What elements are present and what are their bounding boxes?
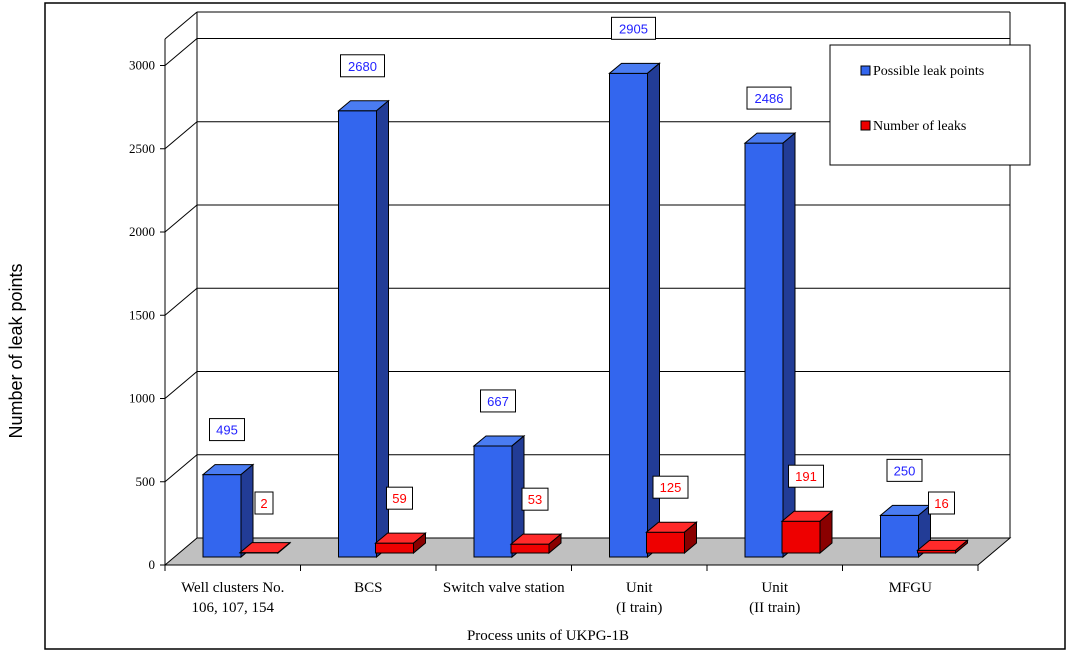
data-label-number-of-leaks-unit-i-train: 125 [660,480,682,495]
number-of-leaks-bar-unit-i-train [647,532,685,553]
y-tick-label-2500: 2500 [129,141,155,156]
legend-swatch-possible-leak-points [861,66,870,75]
x-tick-label-mfgu: MFGU [889,580,933,596]
data-label-possible-leak-points-mfgu: 250 [894,463,916,478]
x-tick-label-unit-ii-train: Unit [761,580,789,596]
possible-leak-points-bar-unit-ii-train-side [783,133,795,557]
y-tick-label-0: 0 [149,557,156,572]
number-of-leaks-bar-bcs [376,543,414,553]
x-tick-label-unit-i-train: Unit [626,580,654,596]
x-tick-label-unit-i-train-line2: (I train) [616,600,662,616]
x-tick-label-well-clusters-no-106-107-154-line2: 106, 107, 154 [192,600,275,616]
data-label-possible-leak-points-switch-valve-station: 667 [487,394,509,409]
x-tick-label-unit-ii-train-line2: (II train) [749,600,800,616]
data-label-number-of-leaks-unit-ii-train: 191 [795,469,817,484]
possible-leak-points-bar-switch-valve-station [474,446,512,557]
legend-label-possible-leak-points: Possible leak points [873,64,984,79]
legend: Possible leak points Number of leaks [830,45,1030,165]
y-tick-label-3000: 3000 [129,58,155,73]
data-label-possible-leak-points-unit-i-train: 2905 [619,21,648,36]
possible-leak-points-bar-bcs [339,111,377,557]
data-label-number-of-leaks-well-clusters-no-106-107-154: 2 [260,496,267,511]
x-tick-label-switch-valve-station: Switch valve station [443,580,565,596]
legend-label-number-of-leaks: Number of leaks [873,119,966,134]
y-tick-label-500: 500 [136,474,156,489]
data-label-number-of-leaks-switch-valve-station: 53 [528,492,542,507]
x-tick-label-bcs: BCS [354,580,382,596]
data-label-number-of-leaks-bcs: 59 [392,491,406,506]
x-tick-label-well-clusters-no-106-107-154: Well clusters No. [181,580,284,596]
possible-leak-points-bar-unit-i-train [610,73,648,557]
possible-leak-points-bar-mfgu [881,515,919,557]
data-label-number-of-leaks-mfgu: 16 [934,496,948,511]
number-of-leaks-bar-unit-ii-train [782,521,820,553]
y-tick-label-2000: 2000 [129,224,155,239]
data-label-possible-leak-points-bcs: 2680 [348,59,377,74]
number-of-leaks-bar-switch-valve-station [511,544,549,553]
possible-leak-points-bar-unit-ii-train [745,143,783,557]
x-axis-title: Process units of UKPG-1B [467,628,629,644]
possible-leak-points-bar-well-clusters-no-106-107-154 [203,475,241,557]
y-tick-label-1500: 1500 [129,307,155,322]
y-tick-label-1000: 1000 [129,391,155,406]
legend-box [830,45,1030,165]
data-label-possible-leak-points-unit-ii-train: 2486 [755,91,784,106]
y-axis-title: Number of leak points [6,263,26,438]
legend-swatch-number-of-leaks [861,121,870,130]
data-label-possible-leak-points-well-clusters-no-106-107-154: 495 [216,423,238,438]
